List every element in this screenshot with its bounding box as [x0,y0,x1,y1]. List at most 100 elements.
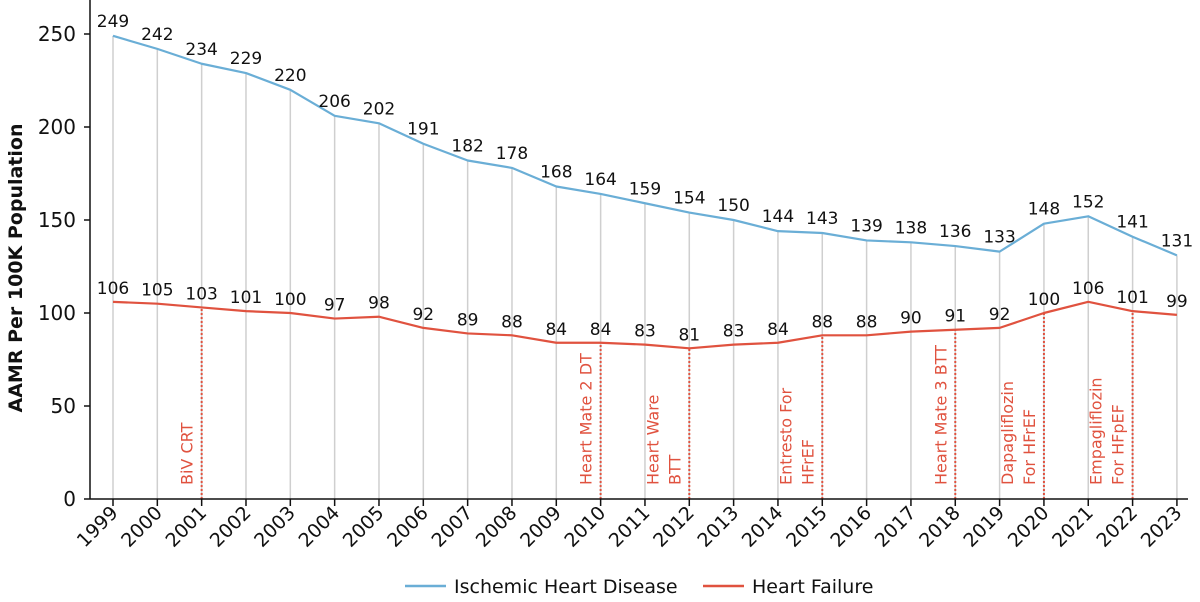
ihd-label-2003: 220 [274,66,306,86]
x-tick-2005: 2005 [339,502,389,552]
ihd-label-2001: 234 [185,40,217,60]
hf-label-2004: 97 [324,296,346,316]
x-tick-2006: 2006 [383,502,433,552]
ihd-label-2002: 229 [230,49,262,69]
x-tick-2002: 2002 [206,502,256,552]
x-tick-2018: 2018 [915,502,965,552]
ihd-label-2004: 206 [318,92,350,112]
hf-label-2005: 98 [368,294,390,314]
event-label-2022-0: Empagliflozin [1087,377,1106,485]
hf-label-2010: 84 [590,320,612,340]
ihd-label-2005: 202 [363,99,395,119]
legend-label-ihd: Ischemic Heart Disease [454,576,678,598]
hf-label-2019: 92 [989,305,1011,325]
ihd-label-2013: 150 [717,196,749,216]
hf-label-2002: 101 [230,288,262,308]
hf-label-2008: 88 [501,312,523,332]
ihd-label-2018: 136 [939,222,971,242]
hf-label-2016: 88 [856,312,878,332]
hf-label-2009: 84 [545,320,567,340]
x-tick-2008: 2008 [472,502,522,552]
y-tick-0: 0 [63,487,76,511]
x-tick-2015: 2015 [782,502,832,552]
x-tick-1999: 1999 [73,502,123,552]
x-tick-2000: 2000 [117,502,167,552]
event-label-2010-0: Heart Mate 2 DT [577,353,596,485]
series-lines [112,34,1178,350]
ihd-label-2000: 242 [141,25,173,45]
y-tick-250: 250 [38,22,76,46]
x-tick-2019: 2019 [959,502,1009,552]
x-tick-2023: 2023 [1137,502,1187,552]
hf-label-1999: 106 [97,279,129,299]
x-tick-2020: 2020 [1004,502,1054,552]
ihd-label-2012: 154 [673,189,705,209]
x-tick-2022: 2022 [1092,502,1142,552]
ihd-label-2008: 178 [496,144,528,164]
hf-label-2011: 83 [634,322,656,342]
ihd-label-2007: 182 [451,136,483,156]
ihd-label-2011: 159 [629,179,661,199]
event-label-2015-0: Entresto For [776,388,795,486]
ihd-label-2016: 139 [850,216,882,236]
event-label-2015-1: HFrEF [798,439,817,485]
ihd-label-2014: 144 [762,207,794,227]
hf-label-2015: 88 [811,312,833,332]
x-tick-2016: 2016 [826,502,876,552]
legend-label-hf: Heart Failure [752,576,873,598]
y-axis-label: AAMR Per 100K Population [5,124,27,413]
ihd-label-2020: 148 [1028,200,1060,220]
event-label-2018-0: Heart Mate 3 BTT [931,345,950,485]
hf-label-2021: 106 [1072,279,1104,299]
x-tick-2013: 2013 [693,502,743,552]
event-label-2012-0: Heart Ware [643,395,662,485]
hf-label-2007: 89 [457,310,479,330]
hf-label-2022: 101 [1116,288,1148,308]
ihd-label-2010: 164 [584,170,616,190]
hf-label-2020: 100 [1028,290,1060,310]
series-line-ischemic-heart-disease [112,34,1178,257]
hf-label-2012: 81 [678,325,700,345]
x-tick-2021: 2021 [1048,502,1098,552]
ihd-label-2006: 191 [407,120,439,140]
ihd-label-2023: 131 [1161,231,1193,251]
x-tick-2004: 2004 [294,502,344,552]
event-label-2001-0: BiV CRT [178,422,197,485]
legend: Ischemic Heart Disease Heart Failure [405,576,873,598]
hf-label-2006: 92 [412,305,434,325]
x-tick-2009: 2009 [516,502,566,552]
x-tick-2012: 2012 [649,502,699,552]
x-tick-2017: 2017 [871,502,921,552]
hf-label-2003: 100 [274,290,306,310]
event-label-2012-1: BTT [665,455,684,485]
hf-label-2013: 83 [723,322,745,342]
y-tick-150: 150 [38,208,76,232]
y-tick-100: 100 [38,301,76,325]
event-label-2020-1: For HFrEF [1020,409,1039,485]
x-tick-2003: 2003 [250,502,300,552]
hf-label-2000: 105 [141,281,173,301]
ihd-label-2015: 143 [806,209,838,229]
ihd-label-2017: 138 [895,218,927,238]
ihd-label-1999: 249 [97,12,129,32]
hf-label-2017: 90 [900,309,922,329]
x-tick-2011: 2011 [605,502,655,552]
y-tick-50: 50 [51,394,76,418]
ihd-label-2019: 133 [983,228,1015,248]
ihd-label-2022: 141 [1116,213,1148,233]
x-tick-2010: 2010 [560,502,610,552]
series-line-heart-failure [112,300,1178,350]
x-tick-2014: 2014 [738,502,788,552]
event-label-2022-1: For HFpEF [1109,404,1128,485]
hf-label-2001: 103 [185,284,217,304]
x-tick-2007: 2007 [427,502,477,552]
ihd-label-2021: 152 [1072,192,1104,212]
data-labels: 249 242 234 229 220 206 202 191 182 178 168 164 159 1… [97,12,1193,345]
hf-label-2018: 91 [944,307,966,327]
gridlines [112,35,1178,499]
event-label-2020-0: Dapagliflozin [998,381,1017,485]
y-tick-200: 200 [38,115,76,139]
hf-label-2014: 84 [767,320,789,340]
event-annotations: BiV CRT Heart Mate 2 DT Heart Ware BTT Entre… [178,307,1134,499]
